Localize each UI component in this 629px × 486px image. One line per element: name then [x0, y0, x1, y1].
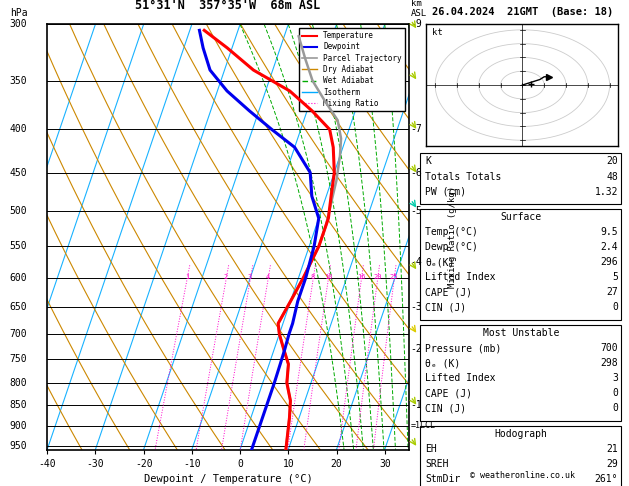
Text: Lifted Index: Lifted Index	[425, 373, 496, 383]
Text: Dewp (°C): Dewp (°C)	[425, 242, 478, 252]
Text: 1: 1	[185, 274, 189, 280]
Text: 800: 800	[9, 378, 27, 388]
Text: 16: 16	[357, 274, 365, 280]
Text: -3: -3	[411, 302, 423, 312]
Text: 700: 700	[601, 343, 618, 353]
Text: PW (cm): PW (cm)	[425, 187, 466, 197]
Text: -9: -9	[411, 19, 423, 29]
Text: 300: 300	[9, 19, 27, 29]
Text: 600: 600	[9, 273, 27, 283]
Text: 29: 29	[606, 459, 618, 469]
Text: -4: -4	[411, 257, 423, 267]
Text: CAPE (J): CAPE (J)	[425, 388, 472, 399]
Text: 950: 950	[9, 441, 27, 451]
Text: K: K	[425, 156, 431, 167]
Text: -5: -5	[411, 206, 423, 216]
Text: Most Unstable: Most Unstable	[482, 328, 559, 338]
Legend: Temperature, Dewpoint, Parcel Trajectory, Dry Adiabat, Wet Adiabat, Isotherm, Mi: Temperature, Dewpoint, Parcel Trajectory…	[299, 28, 405, 111]
Text: 700: 700	[9, 329, 27, 339]
Text: 1.32: 1.32	[595, 187, 618, 197]
Text: -6: -6	[411, 168, 423, 177]
Text: Pressure (mb): Pressure (mb)	[425, 343, 501, 353]
Text: 3: 3	[248, 274, 252, 280]
Text: Surface: Surface	[500, 212, 542, 222]
Text: Temp (°C): Temp (°C)	[425, 227, 478, 237]
Text: 2: 2	[224, 274, 228, 280]
Text: kt: kt	[432, 28, 443, 37]
Text: 26.04.2024  21GMT  (Base: 18): 26.04.2024 21GMT (Base: 18)	[431, 7, 613, 17]
Text: 296: 296	[601, 257, 618, 267]
Text: 51°31'N  357°35'W  68m ASL: 51°31'N 357°35'W 68m ASL	[135, 0, 321, 12]
Text: CIN (J): CIN (J)	[425, 403, 466, 414]
Text: 650: 650	[9, 302, 27, 312]
Text: 298: 298	[601, 358, 618, 368]
Text: 5: 5	[613, 272, 618, 282]
Text: 20: 20	[606, 156, 618, 167]
Text: StmDir: StmDir	[425, 474, 460, 485]
Text: 900: 900	[9, 421, 27, 431]
Text: 0: 0	[613, 388, 618, 399]
Text: 0: 0	[613, 403, 618, 414]
Text: 4: 4	[266, 274, 270, 280]
Text: EH: EH	[425, 444, 437, 454]
Text: -2: -2	[411, 345, 423, 354]
Text: Lifted Index: Lifted Index	[425, 272, 496, 282]
Text: Mixing Ratio (g/kg): Mixing Ratio (g/kg)	[448, 186, 457, 288]
Text: θₑ(K): θₑ(K)	[425, 257, 455, 267]
Text: hPa: hPa	[9, 8, 27, 18]
Text: 48: 48	[606, 172, 618, 182]
Text: 550: 550	[9, 241, 27, 251]
Text: 0: 0	[613, 302, 618, 312]
X-axis label: Dewpoint / Temperature (°C): Dewpoint / Temperature (°C)	[143, 474, 313, 484]
Text: -1: -1	[411, 400, 423, 410]
Text: 450: 450	[9, 168, 27, 177]
Text: 9.5: 9.5	[601, 227, 618, 237]
Text: 500: 500	[9, 206, 27, 216]
Text: 261°: 261°	[595, 474, 618, 485]
Text: -7: -7	[411, 124, 423, 135]
Text: 20: 20	[373, 274, 382, 280]
Text: 8: 8	[311, 274, 315, 280]
Text: 10: 10	[324, 274, 332, 280]
Text: 21: 21	[606, 444, 618, 454]
Text: 850: 850	[9, 400, 27, 410]
Text: 25: 25	[390, 274, 398, 280]
Text: © weatheronline.co.uk: © weatheronline.co.uk	[470, 471, 575, 480]
Text: θₑ (K): θₑ (K)	[425, 358, 460, 368]
Text: SREH: SREH	[425, 459, 448, 469]
Text: 750: 750	[9, 354, 27, 364]
Text: 350: 350	[9, 76, 27, 86]
Text: 400: 400	[9, 124, 27, 135]
Text: Hodograph: Hodograph	[494, 429, 547, 439]
Text: =1LCL: =1LCL	[411, 421, 436, 431]
Text: km
ASL: km ASL	[411, 0, 427, 18]
Text: CAPE (J): CAPE (J)	[425, 287, 472, 297]
Text: Totals Totals: Totals Totals	[425, 172, 501, 182]
Text: 3: 3	[613, 373, 618, 383]
Text: 27: 27	[606, 287, 618, 297]
Text: CIN (J): CIN (J)	[425, 302, 466, 312]
Text: 2.4: 2.4	[601, 242, 618, 252]
